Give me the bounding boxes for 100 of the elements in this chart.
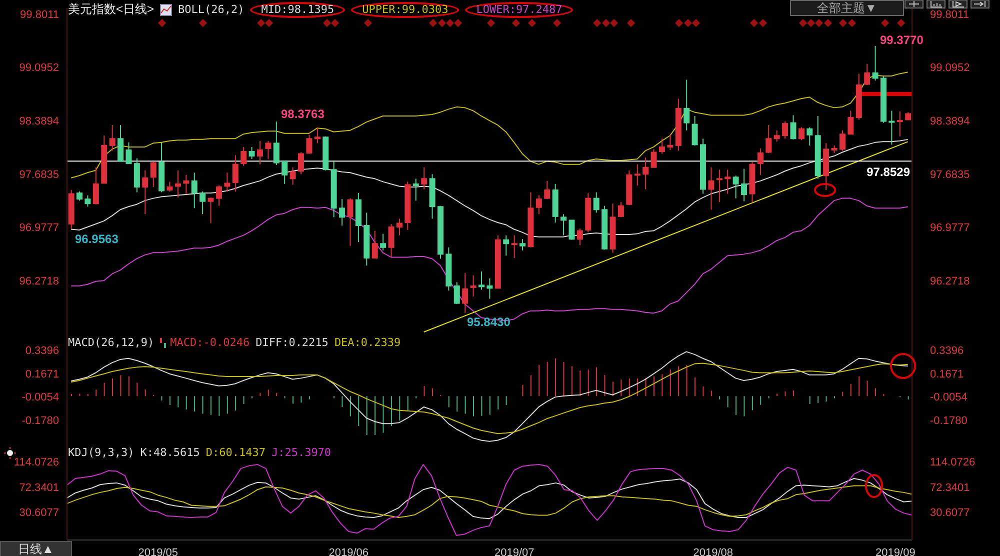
candlestick — [741, 168, 748, 202]
candlestick — [478, 271, 484, 290]
candlestick — [240, 146, 247, 166]
candlestick — [412, 178, 419, 202]
candlestick — [544, 180, 550, 200]
candlestick — [282, 160, 288, 184]
candlestick — [774, 130, 780, 142]
candlestick — [568, 220, 575, 240]
y-tick-label: -0.1780 — [22, 415, 59, 428]
candlestick — [290, 166, 296, 186]
candlestick — [208, 197, 214, 224]
candlestick — [224, 172, 230, 192]
candlestick — [126, 142, 132, 164]
y-tick-label: 30.6077 — [19, 506, 59, 519]
text: DEA:0.2339 — [334, 336, 401, 349]
ellipse-outline: UPPER:99.0303 — [351, 2, 460, 18]
candlestick — [174, 170, 181, 198]
candlestick — [634, 164, 640, 186]
candlestick — [872, 45, 878, 81]
y2-tick-label: 99.0952 — [930, 62, 970, 74]
candlestick — [314, 126, 320, 144]
y2-tick-label: 114.0726 — [930, 456, 976, 469]
y-tick-label: 99.0952 — [19, 62, 59, 74]
candlestick — [470, 274, 476, 297]
candlestick — [724, 169, 731, 194]
candlestick — [503, 234, 510, 256]
y-tick-label: 114.0726 — [14, 456, 59, 469]
candlestick — [421, 166, 428, 190]
y2-tick-label: 98.3894 — [930, 115, 970, 128]
ellipse-outline: LOWER:97.2487 — [465, 2, 574, 18]
candlestick — [76, 191, 83, 202]
annotation: 95.8430 — [467, 315, 510, 329]
y2-tick-label: 0.3396 — [930, 344, 964, 357]
candlestick — [380, 233, 386, 251]
legend-title: BOLL(26,2) — [178, 3, 244, 16]
candlestick — [92, 166, 99, 205]
candlestick — [191, 172, 198, 209]
candlestick — [896, 110, 903, 137]
candlestick — [462, 272, 468, 314]
candlestick — [183, 174, 190, 194]
candlestick — [618, 202, 624, 218]
ellipse-outline: MID:98.1395 — [250, 2, 346, 18]
y-tick-label: 96.2718 — [19, 275, 59, 288]
candlestick — [372, 230, 378, 258]
candlestick — [232, 154, 238, 192]
candlestick — [166, 181, 173, 192]
candlestick — [798, 126, 804, 141]
candlestick — [658, 138, 665, 154]
y2-tick-label: 72.3401 — [930, 482, 970, 494]
candlestick — [650, 148, 657, 168]
legend-title: KDJ(9,3,3) — [68, 446, 134, 459]
y-tick-label: 97.6835 — [19, 168, 59, 181]
candlestick — [200, 191, 206, 215]
y-tick-label: 99.8011 — [20, 8, 59, 21]
x-tick-label: 2019/05 — [138, 546, 178, 556]
candlestick — [806, 126, 813, 146]
annotation: 99.3770 — [880, 33, 924, 47]
chart-title: 美元指数<日线> — [68, 1, 154, 18]
text: K:48.5615 — [140, 446, 200, 459]
candlestick — [109, 124, 116, 152]
y2-tick-label: 99.8011 — [930, 8, 969, 21]
candlestick — [593, 192, 600, 214]
candlestick — [396, 218, 402, 236]
candlestick — [216, 184, 222, 206]
candlestick — [511, 234, 518, 258]
candlestick — [766, 124, 772, 154]
line-series — [66, 464, 912, 536]
candlestick — [256, 140, 263, 165]
x-tick-label: 2019/07 — [494, 546, 534, 556]
candlestick — [732, 175, 739, 199]
candlestick — [757, 148, 764, 176]
candlestick — [134, 158, 140, 193]
series-label: J:25.3970 — [271, 446, 332, 459]
candlestick — [265, 140, 272, 160]
y2-tick-label: 96.2718 — [930, 275, 970, 288]
y-tick-label: -0.0054 — [22, 392, 59, 404]
candlestick — [486, 278, 493, 300]
candlestick — [118, 124, 124, 162]
y2-tick-label: -0.0054 — [930, 392, 968, 404]
candlestick — [347, 198, 354, 246]
candlestick — [142, 170, 148, 215]
y2-tick-label: 0.1671 — [930, 368, 964, 380]
candlestick — [848, 110, 854, 135]
y2-tick-label: 30.6077 — [930, 506, 970, 519]
legend-title: MACD(26,12,9) — [68, 336, 154, 349]
candlestick — [298, 152, 304, 175]
candlestick — [84, 194, 91, 208]
x-tick-label: 2019/09 — [876, 546, 916, 556]
y-tick-label: 0.1671 — [25, 368, 59, 380]
ref-line-label: 97.8529 — [866, 165, 910, 180]
candlestick — [692, 115, 698, 146]
candlestick — [248, 146, 255, 160]
candlestick — [708, 166, 714, 210]
candlestick — [150, 162, 156, 188]
candlestick — [560, 214, 567, 236]
legend-label: MACD:-0.0246 — [169, 336, 250, 349]
candlestick — [888, 110, 895, 146]
candlestick — [642, 157, 649, 190]
y2-tick-label: 97.6835 — [930, 168, 970, 181]
x-tick-label: 2019/08 — [693, 546, 734, 556]
